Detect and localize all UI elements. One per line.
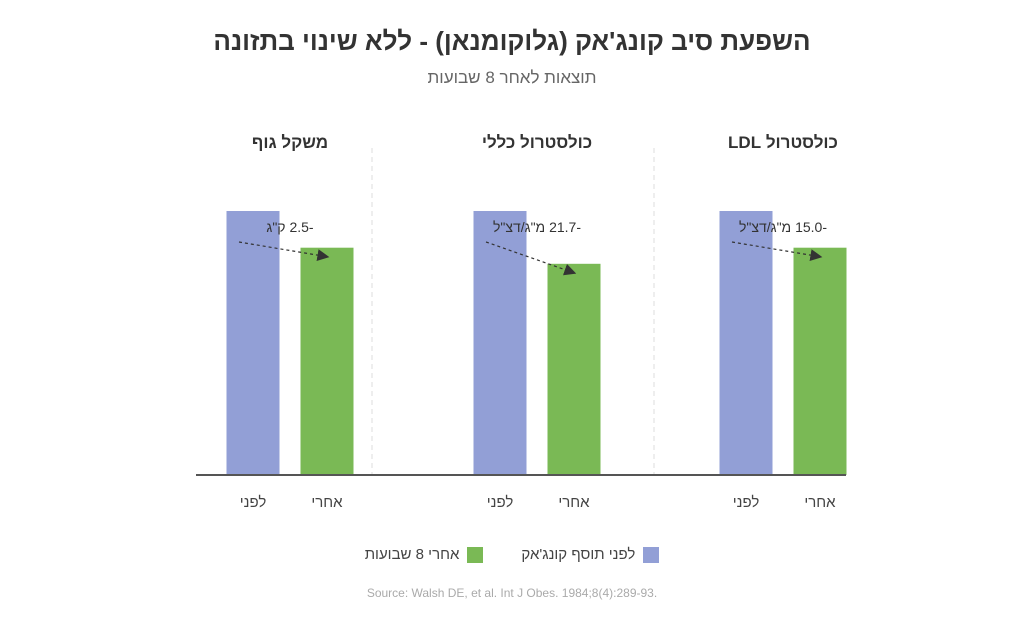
legend-swatch-after xyxy=(467,546,484,563)
category-label: אחרי xyxy=(558,494,590,511)
change-label: -21.7 מ"ג/דצ"ל xyxy=(493,219,581,235)
legend-label-after: אחרי 8 שבועות xyxy=(364,546,460,563)
panel-title: כולסטרול LDL xyxy=(728,133,838,152)
chart-subtitle: תוצאות לאחר 8 שבועות xyxy=(427,68,597,87)
category-label: לפני xyxy=(487,494,514,511)
bar-after xyxy=(547,263,601,475)
bar-after xyxy=(793,247,847,475)
category-label: לפני xyxy=(240,494,267,511)
category-label: אחרי xyxy=(311,494,343,511)
bar-before xyxy=(473,211,527,475)
bar-before xyxy=(719,211,773,475)
source-note: Source: Walsh DE, et al. Int J Obes. 198… xyxy=(366,586,658,600)
legend-item-after: אחרי 8 שבועות xyxy=(365,546,484,563)
category-label: לפני xyxy=(733,494,760,511)
change-arrow xyxy=(731,241,823,262)
legend-label-before: לפני תוסף קונג'אק xyxy=(521,546,636,563)
panel-title: כולסטרול כללי xyxy=(482,133,592,152)
change-arrow xyxy=(238,241,330,262)
legend-swatch-before xyxy=(643,546,660,563)
category-label: אחרי xyxy=(804,494,836,511)
change-label: -2.5 ק"ג xyxy=(266,219,314,235)
bar-after xyxy=(300,247,354,475)
chart-title: השפעת סיב קונג'אק (גלוקומנאן) - ללא שינו… xyxy=(213,26,811,56)
bar-before xyxy=(226,211,280,475)
panel-title: משקל גוף xyxy=(252,133,328,152)
change-label: -15.0 מ"ג/דצ"ל xyxy=(739,219,827,235)
legend: לפני תוסף קונג'אק אחרי 8 שבועות xyxy=(0,546,1024,563)
legend-item-before: לפני תוסף קונג'אק xyxy=(521,546,660,563)
